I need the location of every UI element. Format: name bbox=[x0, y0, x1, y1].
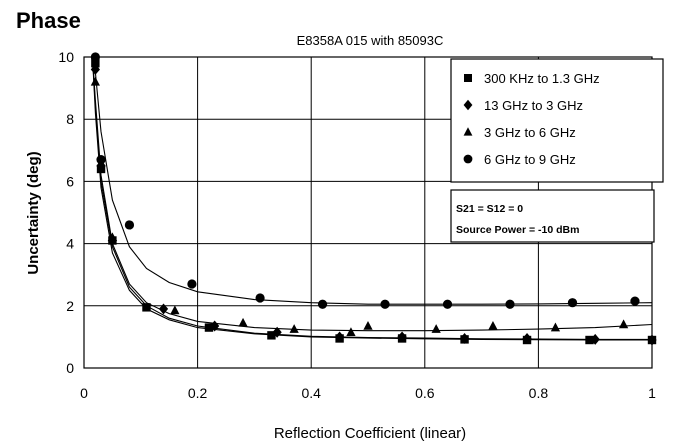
data-point-triangle bbox=[363, 320, 373, 330]
conditions-note: S21 = S12 = 0 Source Power = -10 dBm bbox=[450, 189, 655, 243]
conditions-line-2: Source Power = -10 dBm bbox=[456, 224, 579, 236]
y-tick-label: 4 bbox=[66, 236, 74, 252]
data-point-diamond bbox=[334, 331, 345, 343]
data-point-triangle bbox=[170, 305, 180, 315]
fit-curve bbox=[91, 56, 652, 341]
y-tick-label: 8 bbox=[66, 111, 74, 127]
legend-label: 6 GHz to 9 GHz bbox=[484, 152, 576, 167]
fit-curve bbox=[91, 56, 652, 340]
data-point-circle bbox=[255, 293, 265, 303]
data-point-triangle bbox=[488, 320, 498, 330]
legend-label: 300 KHz to 1.3 GHz bbox=[484, 71, 600, 86]
legend-label: 13 GHz to 3 GHz bbox=[484, 98, 583, 113]
data-point-circle bbox=[567, 298, 578, 308]
data-point-square bbox=[204, 323, 214, 332]
legend-label: 3 GHz to 6 GHz bbox=[484, 125, 576, 140]
data-point-diamond bbox=[272, 326, 282, 338]
data-point-circle bbox=[442, 299, 453, 309]
chart-heading: Phase bbox=[16, 8, 81, 33]
y-tick-label: 10 bbox=[58, 49, 74, 65]
legend-marker-diamond bbox=[463, 99, 473, 111]
data-point-triangle bbox=[550, 322, 561, 332]
y-tick-label: 2 bbox=[66, 298, 74, 314]
data-point-square bbox=[267, 331, 276, 340]
data-point-diamond bbox=[522, 332, 532, 344]
data-point-diamond bbox=[158, 303, 169, 315]
data-point-diamond bbox=[210, 320, 220, 332]
data-point-diamond bbox=[397, 331, 407, 343]
data-point-triangle bbox=[346, 327, 356, 337]
legend-marker-triangle bbox=[463, 127, 473, 136]
x-tick-label: 0.2 bbox=[188, 385, 208, 401]
data-point-circle bbox=[96, 155, 106, 165]
x-tick-label: 0.4 bbox=[301, 385, 321, 401]
data-point-triangle bbox=[289, 324, 299, 333]
data-point-square bbox=[142, 303, 151, 312]
data-point-circle bbox=[630, 296, 640, 306]
data-point-triangle bbox=[238, 317, 248, 327]
data-point-triangle bbox=[90, 76, 100, 86]
data-markers bbox=[90, 52, 657, 346]
y-tick-label: 0 bbox=[66, 360, 74, 376]
fit-curves bbox=[91, 56, 653, 341]
x-axis-title: Reflection Coefficient (linear) bbox=[274, 425, 466, 442]
legend: 300 KHz to 1.3 GHz 13 GHz to 3 GHz 3 GHz t… bbox=[450, 58, 664, 183]
x-tick-label: 1 bbox=[648, 385, 656, 401]
data-point-triangle bbox=[431, 324, 441, 333]
chart-title: E8358A 015 with 85093C bbox=[297, 33, 444, 48]
data-point-triangle bbox=[107, 232, 118, 242]
data-point-circle bbox=[380, 299, 390, 309]
x-tick-label: 0.8 bbox=[529, 385, 549, 401]
data-point-square bbox=[585, 335, 594, 345]
data-point-circle bbox=[505, 299, 515, 309]
legend-marker-circle bbox=[463, 154, 473, 164]
data-point-circle bbox=[124, 220, 135, 230]
conditions-line-1: S21 = S12 = 0 bbox=[456, 203, 523, 215]
legend-marker-square bbox=[464, 74, 472, 82]
data-point-circle bbox=[317, 299, 328, 309]
y-axis-title: Uncertainty (deg) bbox=[25, 151, 42, 274]
data-point-square bbox=[91, 59, 100, 68]
data-point-diamond bbox=[459, 332, 470, 344]
fit-curve bbox=[91, 56, 653, 332]
x-tick-label: 0 bbox=[80, 385, 88, 401]
data-point-circle bbox=[187, 279, 197, 289]
legend-box bbox=[450, 58, 664, 183]
y-tick-label: 6 bbox=[66, 173, 74, 189]
data-point-triangle bbox=[618, 319, 629, 329]
x-tick-label: 0.6 bbox=[415, 385, 435, 401]
conditions-box bbox=[450, 189, 655, 243]
data-point-diamond bbox=[590, 333, 600, 345]
data-point-diamond bbox=[90, 63, 100, 75]
